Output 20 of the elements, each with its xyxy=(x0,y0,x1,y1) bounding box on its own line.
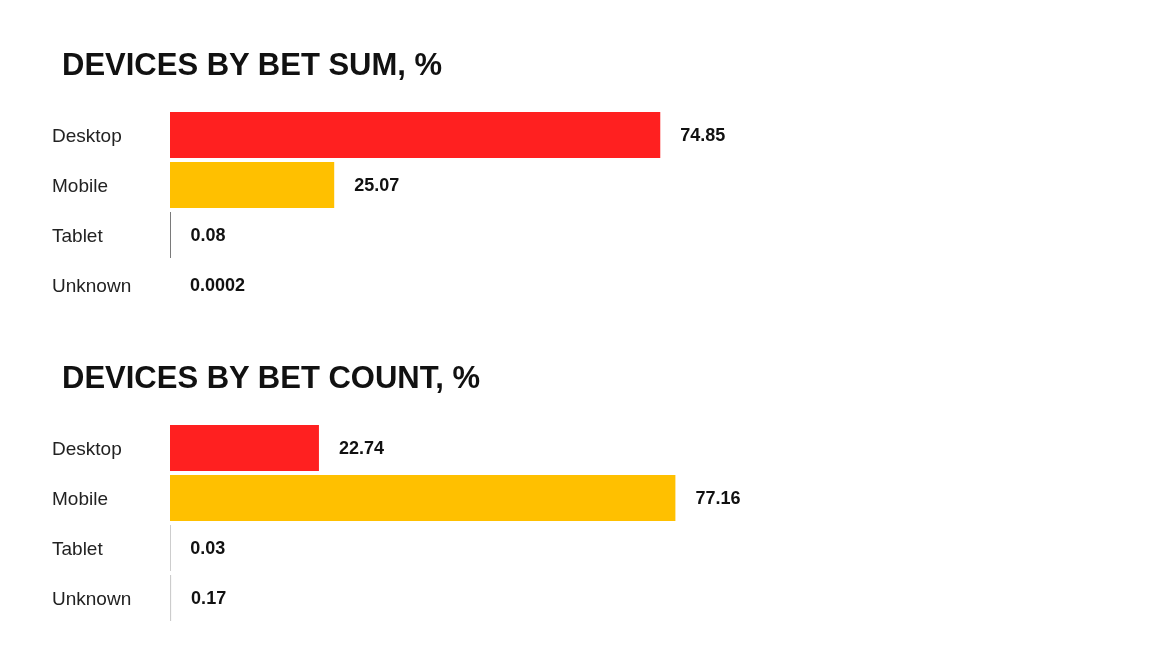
y-tick-label: Mobile xyxy=(52,487,108,509)
y-tick-label: Unknown xyxy=(52,274,132,296)
y-tick-label: Desktop xyxy=(52,437,122,459)
y-tick-label: Mobile xyxy=(52,174,108,196)
data-label: 0.17 xyxy=(191,588,227,608)
data-label: 25.07 xyxy=(354,175,400,195)
y-tick-label: Unknown xyxy=(52,587,132,609)
chart-title: DEVICES BY BET COUNT, % xyxy=(62,360,481,395)
bar xyxy=(170,425,319,471)
data-label: 0.08 xyxy=(190,225,226,245)
data-label: 22.74 xyxy=(338,438,384,458)
data-label: 74.85 xyxy=(680,125,726,145)
chart-title: DEVICES BY BET SUM, % xyxy=(62,47,443,82)
y-tick-label: Tablet xyxy=(52,224,104,246)
bar xyxy=(170,475,676,521)
data-label: 77.16 xyxy=(695,488,741,508)
data-label: 0.03 xyxy=(190,538,226,558)
data-label: 0.0002 xyxy=(190,275,246,295)
y-tick-label: Tablet xyxy=(52,537,104,559)
y-tick-label: Desktop xyxy=(52,124,122,146)
